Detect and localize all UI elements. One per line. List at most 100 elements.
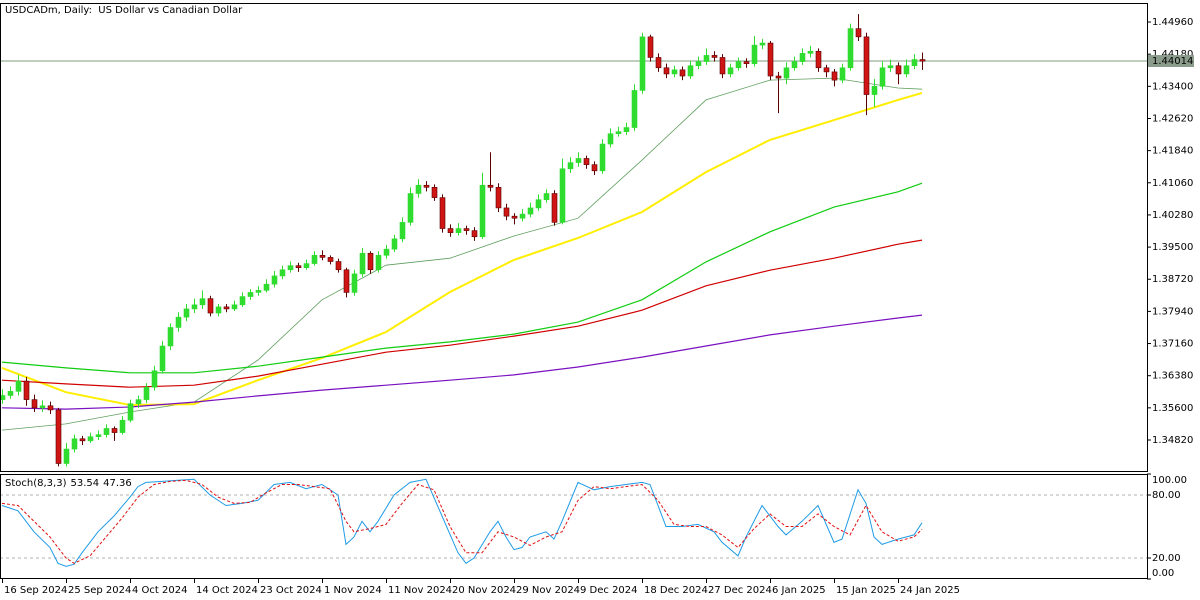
y-tick-label: 1.44180	[1152, 49, 1193, 60]
candle-body	[743, 61, 750, 64]
candle-body	[719, 57, 726, 75]
candle-body	[63, 448, 70, 464]
stochastic-panel	[0, 478, 1147, 567]
candle-body	[399, 222, 406, 240]
stochastic-line	[1, 479, 923, 564]
candle-body	[47, 405, 54, 411]
candle-body	[79, 438, 86, 442]
candle-body	[527, 207, 534, 215]
candle-body	[767, 42, 774, 77]
candle-body	[375, 255, 382, 271]
candle-body	[199, 298, 206, 306]
candle-body	[799, 53, 806, 62]
candle-body	[543, 193, 550, 200]
moving-average	[1, 77, 923, 431]
candle-body	[383, 248, 390, 256]
candle-body	[191, 304, 198, 310]
y-tick-label: 80.00	[1152, 490, 1181, 501]
candle-body	[871, 86, 878, 95]
candle-body	[135, 399, 142, 405]
candle-body	[911, 59, 918, 67]
candle-body	[663, 67, 670, 75]
candle-body	[735, 61, 742, 69]
candle-body	[223, 306, 230, 310]
candle-body	[143, 386, 150, 400]
y-tick-label: 1.35600	[1152, 403, 1193, 414]
candle-body	[487, 184, 494, 188]
candle-body	[847, 28, 854, 69]
candle-body	[263, 283, 270, 291]
candle-body	[327, 257, 334, 262]
candle-body	[895, 65, 902, 75]
y-tick-label: 1.36380	[1152, 371, 1193, 382]
moving-average	[1, 314, 923, 410]
candle-body	[447, 228, 454, 233]
price-frame	[0, 3, 1148, 472]
candle-body	[519, 213, 526, 219]
x-tick-label: 20 Nov 2024	[452, 585, 516, 596]
candle-body	[791, 61, 798, 69]
candle-body	[855, 28, 862, 38]
candle-body	[567, 162, 574, 170]
candle-body	[415, 184, 422, 194]
stochastic-main-value: 53.54	[70, 478, 99, 489]
candle-body	[823, 67, 830, 73]
candle-body	[919, 59, 926, 62]
candle-body	[679, 69, 686, 77]
candle-body	[175, 316, 182, 328]
x-tick-label: 15 Jan 2025	[836, 585, 896, 596]
candle-body	[7, 391, 14, 396]
last-price-label: 1.44014	[1152, 56, 1193, 67]
candle-body	[631, 90, 638, 128]
candle-body	[703, 55, 710, 62]
stochastic-title: Stoch(8,3,3)	[5, 478, 67, 489]
y-tick-label: 1.34820	[1152, 435, 1193, 446]
candle-body	[343, 269, 350, 293]
candle-body	[335, 261, 342, 271]
candle-body	[511, 215, 518, 219]
candle-body	[599, 143, 606, 172]
x-tick-label: 14 Oct 2024	[196, 585, 258, 596]
candle-body	[807, 50, 814, 54]
candle-body	[183, 308, 190, 318]
candle-body	[439, 197, 446, 229]
x-tick-label: 23 Oct 2024	[260, 585, 322, 596]
candle-body	[423, 184, 430, 188]
y-tick-label: 1.41060	[1152, 178, 1193, 189]
candle-body	[879, 67, 886, 87]
candle-body	[271, 275, 278, 285]
candle-body	[31, 399, 38, 409]
candle-body	[607, 133, 614, 145]
y-tick-label: 1.43400	[1152, 81, 1193, 92]
candle-body	[575, 158, 582, 163]
candle-body	[119, 419, 126, 433]
candle-body	[671, 69, 678, 75]
candle-body	[367, 252, 374, 271]
y-tick-label: 1.40280	[1152, 210, 1193, 221]
candle-body	[231, 304, 238, 310]
candle-body	[207, 298, 214, 314]
candle-body	[287, 265, 294, 271]
candle-body	[391, 238, 398, 250]
candle-body	[95, 434, 102, 438]
candle-body	[591, 164, 598, 172]
candle-body	[71, 438, 78, 450]
x-tick-label: 11 Nov 2024	[388, 585, 452, 596]
candle-body	[559, 168, 566, 223]
y-tick-label: 0.00	[1152, 568, 1174, 579]
candle-body	[695, 61, 702, 67]
candle-body	[55, 409, 62, 464]
candle-body	[279, 269, 286, 277]
candle-body	[887, 65, 894, 69]
candle-body	[711, 55, 718, 58]
candle-body	[471, 230, 478, 238]
candle-body	[839, 67, 846, 81]
candle-body	[783, 67, 790, 79]
candle-body	[151, 370, 158, 388]
candle-body	[775, 75, 782, 79]
y-tick-label: 100.00	[1152, 475, 1187, 486]
candle-body	[0, 395, 6, 400]
stochastic-signal-value: 47.36	[103, 478, 132, 489]
x-tick-label: 25 Sep 2024	[68, 585, 131, 596]
